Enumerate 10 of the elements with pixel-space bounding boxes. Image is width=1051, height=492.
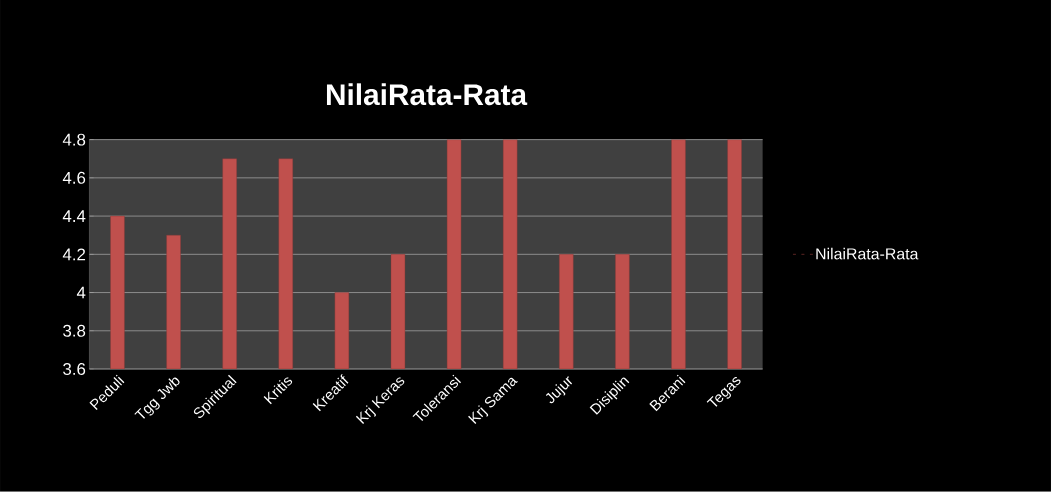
y-tick-label: 4.4 xyxy=(62,210,86,223)
y-tick-label: 4.6 xyxy=(62,172,86,184)
chart-title: NilaiRata-Rata xyxy=(326,83,528,106)
x-tick-label: Tgg Jwb xyxy=(134,377,180,419)
y-tick-label: 4.8 xyxy=(62,133,86,146)
y-tick-label: 3.8 xyxy=(63,324,86,337)
legend-label: NilaiRata-Rata xyxy=(816,247,919,260)
y-tick-label: 4 xyxy=(76,286,86,299)
y-tick-label: 4.2 xyxy=(62,248,86,261)
y-tick-label: 3.6 xyxy=(63,363,86,376)
